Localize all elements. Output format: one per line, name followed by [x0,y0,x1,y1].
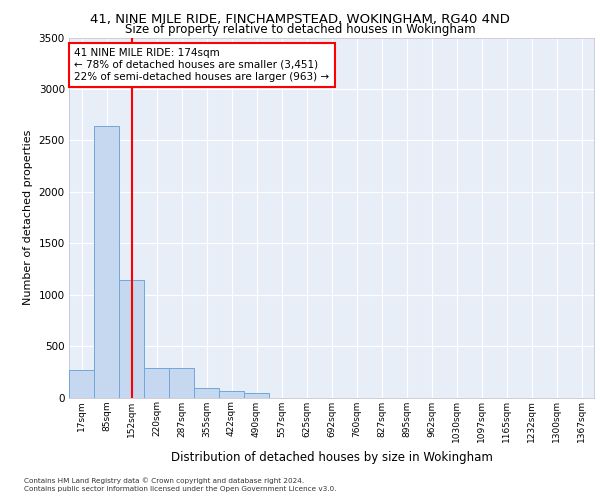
Text: 41, NINE MILE RIDE, FINCHAMPSTEAD, WOKINGHAM, RG40 4ND: 41, NINE MILE RIDE, FINCHAMPSTEAD, WOKIN… [90,12,510,26]
Bar [219,392,244,398]
Text: Contains HM Land Registry data © Crown copyright and database right 2024.: Contains HM Land Registry data © Crown c… [24,478,304,484]
Y-axis label: Number of detached properties: Number of detached properties [23,130,33,305]
X-axis label: Distribution of detached houses by size in Wokingham: Distribution of detached houses by size … [170,450,493,464]
Text: 41 NINE MILE RIDE: 174sqm
← 78% of detached houses are smaller (3,451)
22% of se: 41 NINE MILE RIDE: 174sqm ← 78% of detac… [74,48,329,82]
Bar [244,394,269,398]
Bar [144,368,169,398]
Text: Size of property relative to detached houses in Wokingham: Size of property relative to detached ho… [125,22,475,36]
Bar [94,126,119,398]
Bar [194,388,219,398]
Bar [119,280,144,398]
Bar [69,370,94,398]
Text: Contains public sector information licensed under the Open Government Licence v3: Contains public sector information licen… [24,486,337,492]
Bar [169,368,194,398]
